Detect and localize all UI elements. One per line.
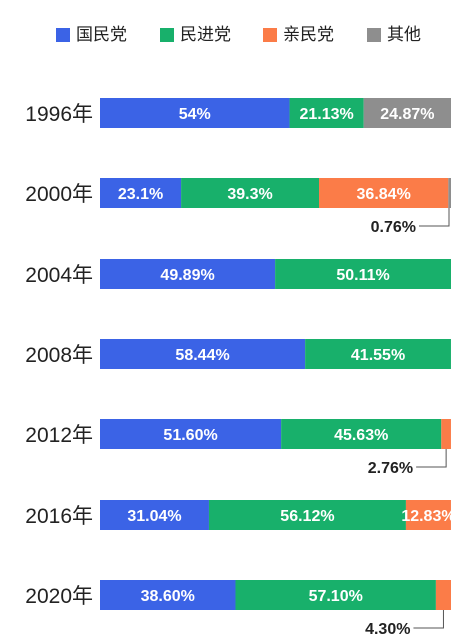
data-label: 4.30% [365, 621, 410, 638]
bar-segment [181, 178, 320, 208]
legend-swatch [56, 28, 70, 42]
data-label: 2.76% [368, 460, 413, 477]
data-label: 56.12% [280, 508, 334, 525]
data-label: 45.63% [334, 427, 388, 444]
bar-segment [100, 98, 290, 128]
data-label: 0.76% [371, 219, 416, 236]
legend-swatch [160, 28, 174, 42]
data-label: 36.84% [357, 186, 411, 203]
y-tick-label: 2000年 [25, 183, 93, 206]
data-label: 54% [179, 106, 211, 123]
legend-swatch [367, 28, 381, 42]
bar-segment [281, 419, 442, 449]
legend-item: 亲民党 [263, 22, 334, 48]
bar-segment [441, 419, 451, 449]
y-tick-label: 2004年 [25, 264, 93, 287]
data-label: 50.11% [336, 267, 389, 284]
leader-line [419, 208, 450, 227]
data-label: 49.89% [160, 267, 214, 284]
bar-segment [100, 580, 236, 610]
legend-label: 国民党 [76, 25, 127, 44]
leader-line [416, 449, 447, 468]
data-label: 24.87% [380, 106, 434, 123]
legend: 国民党 民进党 亲民党 其他 [0, 22, 463, 48]
y-tick-label: 2008年 [25, 344, 93, 367]
y-tick-label: 1996年 [25, 103, 93, 126]
bar-segment [363, 98, 451, 128]
bar-segment [405, 500, 451, 530]
legend-label: 其他 [387, 25, 421, 44]
data-label: 57.10% [309, 588, 363, 605]
bar-segment [208, 500, 406, 530]
legend-item: 国民党 [56, 22, 127, 48]
data-label: 51.60% [163, 427, 217, 444]
bar-segment [100, 419, 282, 449]
bar-segment [319, 178, 449, 208]
data-label: 39.3% [227, 186, 272, 203]
legend-label: 亲民党 [283, 25, 334, 44]
bar-segment [305, 339, 451, 369]
bar-segment [448, 178, 451, 208]
bar-segment [100, 259, 276, 289]
bar-segment [100, 339, 306, 369]
bar-segment [289, 98, 364, 128]
bar-segment [275, 259, 451, 289]
data-label: 38.60% [141, 588, 195, 605]
y-tick-label: 2012年 [25, 424, 93, 447]
data-label: 12.83% [401, 508, 455, 525]
leader-line [413, 610, 444, 629]
legend-item: 民进党 [160, 22, 231, 48]
y-tick-label: 2020年 [25, 585, 93, 608]
bar-segment [435, 580, 451, 610]
data-label: 58.44% [175, 347, 229, 364]
legend-label: 民进党 [180, 25, 231, 44]
data-label: 31.04% [127, 508, 181, 525]
legend-item: 其他 [367, 22, 421, 48]
bar-segment [235, 580, 436, 610]
bar-segment [100, 500, 209, 530]
data-label: 41.55% [351, 347, 405, 364]
legend-swatch [263, 28, 277, 42]
data-label: 23.1% [118, 186, 163, 203]
data-label: 21.13% [299, 106, 353, 123]
y-tick-label: 2016年 [25, 505, 93, 528]
bar-segment [100, 178, 182, 208]
